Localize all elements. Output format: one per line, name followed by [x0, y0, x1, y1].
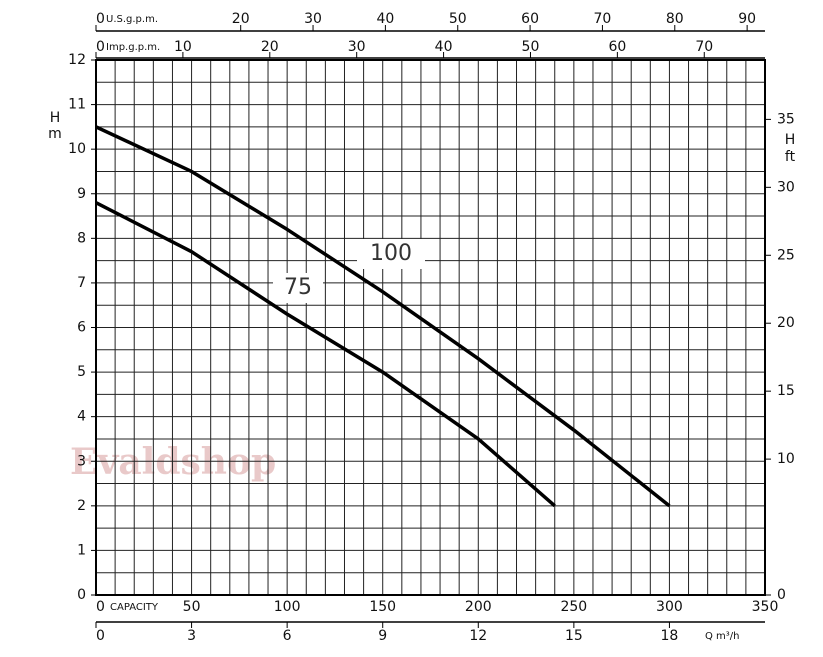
y-axis-unit: m	[48, 126, 62, 142]
x-tick-label: 150	[369, 599, 396, 615]
x-axis-label: CAPACITY	[110, 602, 159, 613]
y-axis-label: H	[50, 110, 61, 126]
axis-tick-label: 40	[376, 11, 394, 27]
axis-tick-label: 90	[738, 11, 756, 27]
x-tick-label: 50	[183, 599, 201, 615]
axis-tick-label: 50	[522, 39, 540, 55]
axis-tick-label: 40	[435, 39, 453, 55]
axis-tick-label: 70	[594, 11, 612, 27]
y-tick-label: 8	[77, 230, 86, 246]
axis-tick-label: 20	[261, 39, 279, 55]
x-tick-label: 300	[656, 599, 683, 615]
series-label: 75	[284, 275, 312, 300]
y2-tick-label: 25	[777, 247, 795, 263]
y-tick-label: 6	[77, 320, 86, 336]
x-tick-label: 0	[96, 599, 105, 615]
y-tick-label: 2	[77, 498, 86, 514]
series-label: 100	[370, 241, 412, 266]
label-box	[357, 239, 425, 269]
label-box	[273, 273, 323, 303]
axis-tick-label: 0	[96, 39, 105, 55]
y2-tick-label: 15	[777, 383, 795, 399]
axis-tick-label: 10	[174, 39, 192, 55]
x-tick-label: 350	[752, 599, 779, 615]
axis-tick-label: 60	[521, 11, 539, 27]
y2-axis-label: H	[785, 132, 796, 148]
axis-tick-label: 50	[449, 11, 467, 27]
y-tick-label: 10	[68, 141, 86, 157]
series-line	[95, 125, 671, 508]
axis-tick-label: 60	[608, 39, 626, 55]
axis-tick-label: 6	[283, 628, 292, 644]
series-line	[95, 201, 556, 508]
y-tick-label: 0	[77, 587, 86, 603]
y-tick-label: 1	[77, 542, 86, 558]
y-tick-label: 11	[68, 97, 86, 113]
axis-tick-label: 18	[661, 628, 679, 644]
watermark: Evaldshop	[70, 441, 276, 483]
y2-tick-label: 20	[777, 315, 795, 331]
x-tick-label: 100	[274, 599, 301, 615]
y2-axis-unit: ft	[785, 149, 796, 165]
axis-tick-label: 30	[304, 11, 322, 27]
y2-tick-label: 10	[777, 451, 795, 467]
axis-tick-label: 0	[96, 11, 105, 27]
axis-tick-label: 30	[348, 39, 366, 55]
y-tick-label: 9	[77, 186, 86, 202]
y2-tick-label: 35	[777, 111, 795, 127]
axis-tick-label: 70	[695, 39, 713, 55]
y2-tick-label: 30	[777, 179, 795, 195]
x-tick-label: 250	[560, 599, 587, 615]
axis-tick-label: 9	[378, 628, 387, 644]
axis-tick-label: 12	[469, 628, 487, 644]
axis-tick-label: 0	[96, 628, 105, 644]
axis-tick-label: 3	[187, 628, 196, 644]
axis-label: Imp.g.p.m.	[106, 42, 160, 53]
y2-tick-label: 0	[777, 587, 786, 603]
y-tick-label: 3	[77, 453, 86, 469]
y-tick-label: 4	[77, 409, 86, 425]
y-tick-label: 5	[77, 364, 86, 380]
axis-tick-label: 20	[232, 11, 250, 27]
axis-tick-label: 80	[666, 11, 684, 27]
x-tick-label: 200	[465, 599, 492, 615]
axis-label: Q m³/h	[705, 631, 740, 642]
axis-label: U.S.g.p.m.	[106, 14, 158, 25]
axis-tick-label: 15	[565, 628, 583, 644]
y-tick-label: 12	[68, 52, 86, 68]
y-tick-label: 7	[77, 275, 86, 291]
